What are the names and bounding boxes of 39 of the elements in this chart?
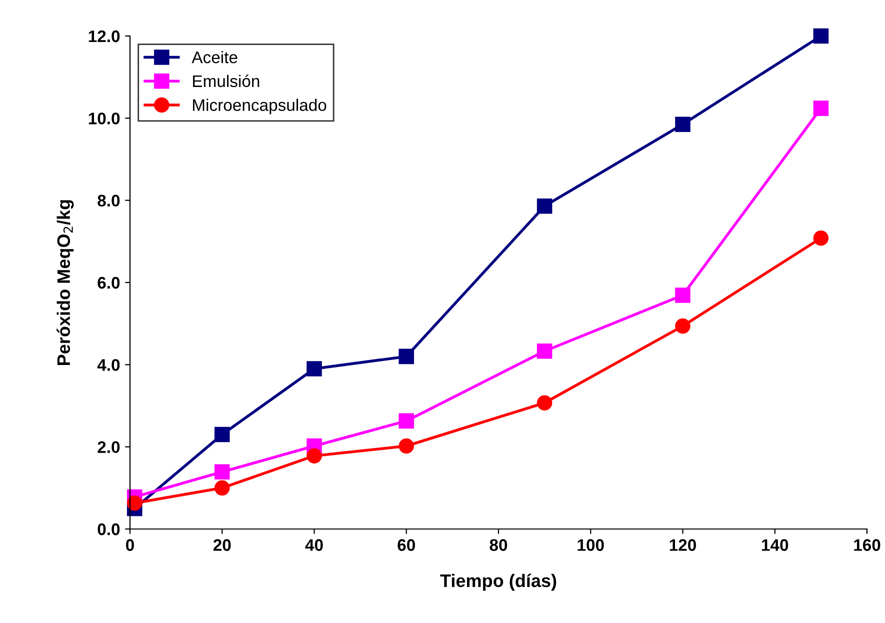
y-tick-label: 10.0 [88, 112, 120, 124]
y-tick-label: 6.0 [98, 276, 120, 289]
legend-label: Microencapsulado [193, 98, 326, 114]
legend-label: Aceite [192, 51, 238, 64]
point [813, 100, 829, 116]
y-tick-label: 0.0 [98, 523, 120, 536]
legend-label: Emulsión [193, 74, 260, 88]
x-tick-label: 0 [126, 539, 134, 551]
point [536, 198, 552, 214]
point [306, 448, 322, 464]
point [536, 343, 552, 359]
point [813, 230, 829, 246]
x-tick-label: 120 [670, 539, 696, 551]
point [398, 413, 414, 429]
point [675, 318, 690, 334]
x-tick-label: 140 [762, 539, 788, 551]
x-tick-label: 20 [213, 539, 231, 551]
point [306, 361, 322, 376]
y-tick-label: 4.0 [97, 359, 120, 371]
x-tick-label: 160 [854, 539, 880, 551]
x-tick-label: 80 [490, 539, 508, 551]
x-tick-label: 60 [398, 539, 415, 551]
y-axis-title: Peróxido MeqO$_{2}$/kg [56, 200, 74, 365]
y-tick-label: 8.0 [98, 194, 120, 207]
point [126, 495, 142, 511]
point [813, 28, 829, 44]
point [398, 438, 414, 454]
x-axis-title: Tiempo (días) [440, 574, 556, 591]
point [214, 480, 230, 496]
y-tick-label: 2.0 [98, 441, 120, 454]
x-tick-label: 40 [305, 539, 323, 551]
point [675, 116, 690, 132]
point [398, 348, 414, 364]
point [214, 464, 230, 480]
point [536, 395, 552, 411]
point [214, 426, 230, 442]
y-tick-label: 12.0 [88, 30, 120, 42]
point [675, 288, 690, 303]
x-tick-label: 100 [578, 539, 604, 551]
